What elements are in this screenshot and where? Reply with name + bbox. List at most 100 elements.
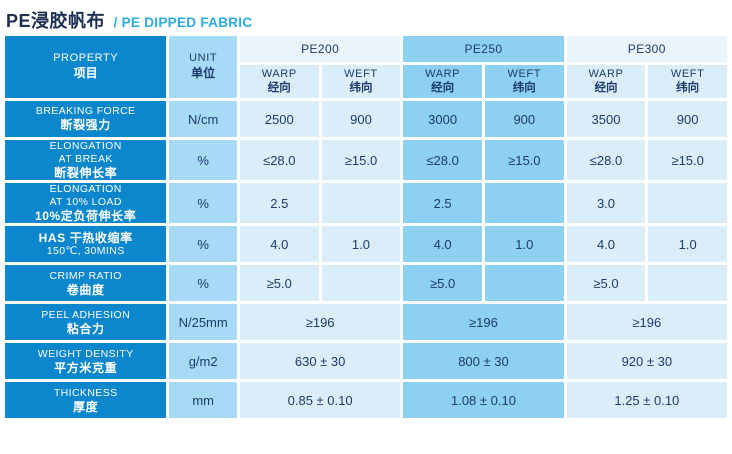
value-cell: ≤28.0 bbox=[566, 140, 646, 181]
property-header-en: PROPERTY bbox=[53, 52, 119, 65]
table-row: THICKNESS 厚度 mm 0.85 ± 0.10 1.08 ± 0.10 1.25 … bbox=[5, 382, 727, 419]
value-cell: 1.0 bbox=[321, 226, 401, 263]
warp-label-zh: 经向 bbox=[267, 81, 291, 94]
weft-label-zh: 纬向 bbox=[512, 81, 536, 94]
weft-header-pe250: WEFT 纬向 bbox=[484, 65, 564, 98]
table-header-row-directions: WARP 经向 WEFT 纬向 WARP 经向 WEFT 纬向 WARP 经 bbox=[5, 65, 727, 98]
table-row: WEIGHT DENSITY 平方米克重 g/m2 630 ± 30 800 ± 30 9… bbox=[5, 343, 727, 380]
value-cell: 3500 bbox=[566, 101, 646, 137]
weft-header-pe200: WEFT 纬向 bbox=[321, 65, 401, 98]
unit-cell: % bbox=[169, 140, 237, 181]
weft-label-zh: 纬向 bbox=[676, 81, 700, 94]
property-label-line: AT BREAK bbox=[58, 152, 113, 165]
value-cell: ≥196 bbox=[239, 304, 401, 341]
warp-header-pe300: WARP 经向 bbox=[566, 65, 646, 98]
property-label-cell: CRIMP RATIO 卷曲度 bbox=[5, 265, 167, 302]
table-row: ELONGATION AT BREAK 断裂伸长率% ≤28.0 ≥15.0 ≤28.0 ≥… bbox=[5, 140, 727, 181]
property-label-line: HAS 干热收缩率 bbox=[38, 230, 133, 245]
weft-label-en: WEFT bbox=[344, 67, 378, 80]
weft-label-en: WEFT bbox=[670, 67, 705, 80]
value-cell: 900 bbox=[321, 101, 401, 137]
value-cell: 900 bbox=[648, 101, 727, 137]
property-label-line: PEEL ADHESION bbox=[41, 308, 131, 321]
value-cell bbox=[648, 183, 727, 224]
value-cell: 2.5 bbox=[239, 183, 319, 224]
property-label-line: 10%定负荷伸长率 bbox=[34, 208, 137, 223]
value-cell: ≥15.0 bbox=[321, 140, 401, 181]
value-cell: 2.5 bbox=[403, 183, 482, 224]
property-label-cell: WEIGHT DENSITY 平方米克重 bbox=[5, 343, 167, 380]
warp-label-zh: 经向 bbox=[431, 81, 455, 94]
property-label-line: WEIGHT DENSITY bbox=[37, 347, 134, 360]
property-header-zh: 项目 bbox=[73, 66, 98, 81]
value-cell bbox=[321, 265, 401, 302]
value-cell: ≥196 bbox=[403, 304, 564, 341]
value-cell: 3.0 bbox=[566, 183, 646, 224]
group-header-pe250: PE250 bbox=[403, 36, 564, 62]
warp-label-en: WARP bbox=[425, 67, 461, 80]
warp-label-zh: 经向 bbox=[594, 81, 618, 94]
value-cell: 800 ± 30 bbox=[403, 343, 564, 380]
page-title: PE浸胶帆布 / PE DIPPED FABRIC bbox=[0, 0, 732, 33]
unit-cell: N/cm bbox=[169, 101, 237, 137]
table-row: HAS 干热收缩率 150℃, 30MINS% 4.0 1.0 4.0 1.0 4.0 1.0 bbox=[5, 226, 727, 263]
unit-cell: g/m2 bbox=[169, 343, 237, 380]
property-label-line: 断裂伸长率 bbox=[54, 165, 118, 180]
value-cell bbox=[484, 265, 564, 302]
unit-header-zh: 单位 bbox=[191, 66, 216, 81]
property-label-line: 粘合力 bbox=[66, 321, 105, 336]
property-label-cell: PEEL ADHESION 粘合力 bbox=[5, 304, 167, 341]
unit-cell: % bbox=[169, 226, 237, 263]
value-cell: 3000 bbox=[403, 101, 482, 137]
unit-cell: % bbox=[169, 265, 237, 302]
value-cell bbox=[321, 183, 401, 224]
property-label-line: 150℃, 30MINS bbox=[46, 245, 125, 258]
value-cell: 1.08 ± 0.10 bbox=[403, 382, 564, 419]
value-cell: 4.0 bbox=[239, 226, 319, 263]
group-header-pe200: PE200 bbox=[239, 36, 401, 62]
group-header-pe300: PE300 bbox=[566, 36, 727, 62]
value-cell: 1.0 bbox=[648, 226, 727, 263]
table-row: CRIMP RATIO 卷曲度% ≥5.0 ≥5.0 ≥5.0 bbox=[5, 265, 727, 302]
value-cell: ≤28.0 bbox=[239, 140, 319, 181]
unit-header-cell: UNIT 单位 bbox=[169, 36, 237, 98]
property-label-cell: BREAKING FORCE 断裂强力 bbox=[5, 101, 167, 137]
unit-cell: % bbox=[169, 183, 237, 224]
unit-cell: mm bbox=[169, 382, 237, 419]
value-cell: 900 bbox=[484, 101, 564, 137]
value-cell: 920 ± 30 bbox=[566, 343, 727, 380]
value-cell: ≥15.0 bbox=[484, 140, 564, 181]
property-label-cell: THICKNESS 厚度 bbox=[5, 382, 167, 419]
spec-table: PROPERTY 项目 UNIT 单位 PE200 PE250 PE300 WA… bbox=[2, 33, 730, 421]
property-label-line: AT 10% LOAD bbox=[49, 196, 122, 209]
property-header-cell: PROPERTY 项目 bbox=[5, 36, 167, 98]
property-label-line: THICKNESS bbox=[53, 386, 118, 399]
value-cell bbox=[648, 265, 727, 302]
value-cell: ≥5.0 bbox=[566, 265, 646, 302]
value-cell: 2500 bbox=[239, 101, 319, 137]
unit-cell: N/25mm bbox=[169, 304, 237, 341]
property-label-line: 厚度 bbox=[73, 399, 99, 414]
value-cell: 4.0 bbox=[403, 226, 482, 263]
table-row: PEEL ADHESION 粘合力 N/25mm ≥196 ≥196 ≥196 bbox=[5, 304, 727, 341]
warp-header-pe200: WARP 经向 bbox=[239, 65, 319, 98]
value-cell: ≥196 bbox=[566, 304, 727, 341]
warp-label-en: WARP bbox=[588, 67, 624, 80]
property-label-line: ELONGATION bbox=[49, 140, 122, 152]
property-label-cell: HAS 干热收缩率 150℃, 30MINS bbox=[5, 226, 167, 263]
property-label-cell: ELONGATION AT 10% LOAD 10%定负荷伸长率 bbox=[5, 183, 167, 224]
value-cell: ≥15.0 bbox=[648, 140, 727, 181]
weft-label-en: WEFT bbox=[507, 67, 542, 80]
table-row: ELONGATION AT 10% LOAD 10%定负荷伸长率% 2.5 2.5 3.0 bbox=[5, 183, 727, 224]
value-cell: ≤28.0 bbox=[403, 140, 482, 181]
property-label-cell: ELONGATION AT BREAK 断裂伸长率 bbox=[5, 140, 167, 181]
weft-header-pe300: WEFT 纬向 bbox=[648, 65, 727, 98]
property-label-line: BREAKING FORCE bbox=[35, 105, 136, 118]
value-cell: ≥5.0 bbox=[403, 265, 482, 302]
value-cell: 630 ± 30 bbox=[239, 343, 401, 380]
value-cell: ≥5.0 bbox=[239, 265, 319, 302]
value-cell: 1.25 ± 0.10 bbox=[566, 382, 727, 419]
value-cell: 1.0 bbox=[484, 226, 564, 263]
table-header-row-groups: PROPERTY 项目 UNIT 单位 PE200 PE250 PE300 bbox=[5, 36, 727, 98]
